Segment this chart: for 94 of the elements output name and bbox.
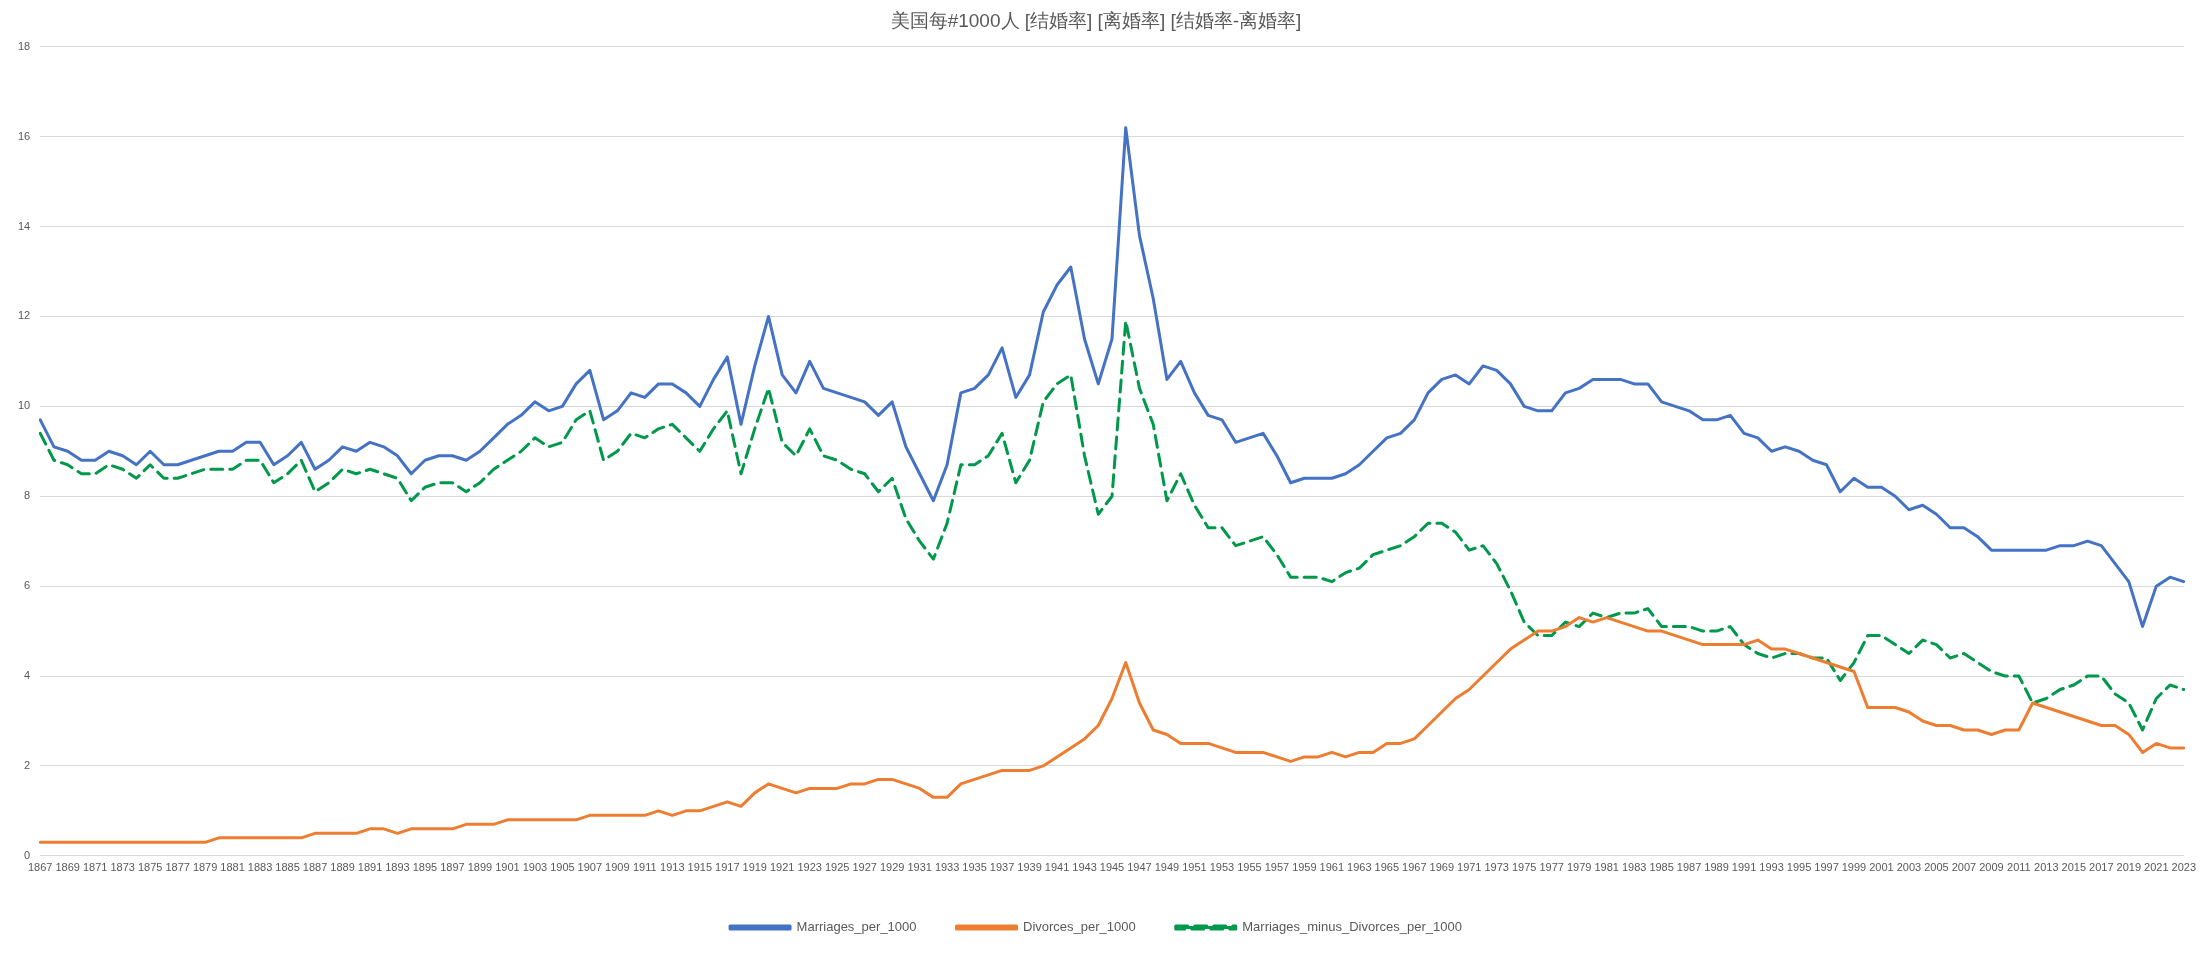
x-tick-label: 1935 xyxy=(962,861,987,874)
x-tick-label: 1981 xyxy=(1594,861,1619,874)
x-tick-label: 1991 xyxy=(1731,861,1757,874)
x-tick-label: 1875 xyxy=(137,861,163,874)
x-tick-label: 1951 xyxy=(1182,861,1207,874)
x-tick-label: 1941 xyxy=(1044,861,1070,874)
x-tick-label: 1881 xyxy=(220,861,245,874)
x-tick-label: 2017 xyxy=(2089,861,2114,874)
x-tick-label: 1871 xyxy=(82,861,108,874)
x-tick-label: 1957 xyxy=(1264,861,1290,874)
x-tick-label: 1971 xyxy=(1457,861,1482,874)
x-tick-label: 1997 xyxy=(1814,861,1839,874)
x-tick-label: 1903 xyxy=(522,861,548,874)
x-tick-label: 1961 xyxy=(1319,861,1345,874)
x-tick-label: 2003 xyxy=(1896,861,1922,874)
y-tick-label: 0 xyxy=(24,848,31,861)
x-tick-label: 1955 xyxy=(1237,861,1262,874)
x-tick-label: 1979 xyxy=(1566,861,1592,874)
x-tick-label: 1925 xyxy=(824,861,850,874)
x-tick-label: 1985 xyxy=(1649,861,1674,874)
y-tick-label: 14 xyxy=(17,219,31,232)
x-tick-label: 1949 xyxy=(1154,861,1180,874)
legend-label: Marriages_minus_Divorces_per_1000 xyxy=(1242,919,1462,935)
y-tick-label: 4 xyxy=(24,669,31,682)
x-tick-label: 1883 xyxy=(247,861,273,874)
x-tick-label: 1937 xyxy=(989,861,1015,874)
y-tick-label: 8 xyxy=(24,489,31,502)
x-tick-label: 1969 xyxy=(1429,861,1455,874)
line-series xyxy=(38,319,2186,732)
x-tick-label: 1917 xyxy=(715,861,740,874)
x-tick-label: 1867 xyxy=(27,861,53,874)
x-tick-label: 1891 xyxy=(357,861,383,874)
x-tick-label: 1927 xyxy=(852,861,877,874)
x-tick-label: 1995 xyxy=(1786,861,1812,874)
x-tick-label: 1889 xyxy=(330,861,355,874)
x-tick-label: 2019 xyxy=(2116,861,2142,874)
x-tick-label: 1989 xyxy=(1704,861,1729,874)
legend-label: Divorces_per_1000 xyxy=(1023,919,1136,935)
x-tick-label: 1977 xyxy=(1539,861,1564,874)
x-tick-label: 1901 xyxy=(495,861,520,874)
y-tick-label: 10 xyxy=(17,399,31,412)
x-tick-label: 1975 xyxy=(1511,861,1537,874)
x-tick-label: 2007 xyxy=(1951,861,1977,874)
x-tick-label: 1973 xyxy=(1484,861,1509,874)
x-tick-label: 1929 xyxy=(879,861,905,874)
x-tick-label: 1893 xyxy=(385,861,410,874)
x-tick-label: 2023 xyxy=(2171,861,2197,874)
x-tick-label: 1943 xyxy=(1072,861,1097,874)
x-tick-label: 1959 xyxy=(1292,861,1317,874)
x-tick-label: 2001 xyxy=(1869,861,1894,874)
x-tick-label: 1869 xyxy=(55,861,80,874)
x-tick-label: 1885 xyxy=(275,861,300,874)
x-tick-label: 2005 xyxy=(1924,861,1949,874)
x-tick-label: 2015 xyxy=(2061,861,2087,874)
x-tick-label: 1967 xyxy=(1402,861,1427,874)
x-tick-label: 1939 xyxy=(1017,861,1042,874)
x-tick-label: 1913 xyxy=(660,861,685,874)
y-tick-label: 2 xyxy=(24,758,31,771)
x-tick-label: 1963 xyxy=(1347,861,1372,874)
x-tick-label: 1933 xyxy=(934,861,960,874)
x-tick-label: 2013 xyxy=(2034,861,2059,874)
x-tick-label: 1879 xyxy=(192,861,218,874)
x-tick-label: 1999 xyxy=(1841,861,1867,874)
x-tick-label: 1877 xyxy=(165,861,190,874)
x-tick-label: 1911 xyxy=(632,861,657,874)
x-tick-label: 1895 xyxy=(412,861,438,874)
x-tick-label: 1931 xyxy=(907,861,932,874)
x-tick-label: 1919 xyxy=(742,861,767,874)
x-tick-label: 1887 xyxy=(302,861,328,874)
x-tick-label: 1899 xyxy=(467,861,493,874)
y-tick-label: 12 xyxy=(17,309,31,322)
legend-label: Marriages_per_1000 xyxy=(796,919,917,935)
x-tick-label: 2021 xyxy=(2144,861,2169,874)
x-tick-label: 1945 xyxy=(1099,861,1125,874)
x-tick-label: 1993 xyxy=(1759,861,1784,874)
x-tick-label: 1905 xyxy=(550,861,575,874)
x-tick-label: 1909 xyxy=(605,861,630,874)
x-tick-label: 1965 xyxy=(1374,861,1400,874)
y-tick-label: 16 xyxy=(17,129,31,142)
x-tick-label: 1897 xyxy=(440,861,465,874)
x-tick-label: 1953 xyxy=(1209,861,1235,874)
x-tick-label: 1987 xyxy=(1676,861,1702,874)
x-tick-label: 1873 xyxy=(110,861,135,874)
x-tick-label: 1983 xyxy=(1621,861,1647,874)
x-tick-label: 1947 xyxy=(1127,861,1152,874)
x-tick-label: 1923 xyxy=(797,861,822,874)
x-tick-label: 1907 xyxy=(577,861,603,874)
x-tick-label: 2009 xyxy=(1979,861,2004,874)
y-tick-label: 6 xyxy=(24,579,31,592)
y-tick-label: 18 xyxy=(17,39,31,52)
x-tick-label: 1921 xyxy=(769,861,795,874)
x-tick-label: 2011 xyxy=(2007,861,2031,874)
x-tick-label: 1915 xyxy=(687,861,713,874)
chart-title: 美国每#1000人 [结婚率] [离婚率] [结婚率-离婚率] xyxy=(890,9,1302,31)
